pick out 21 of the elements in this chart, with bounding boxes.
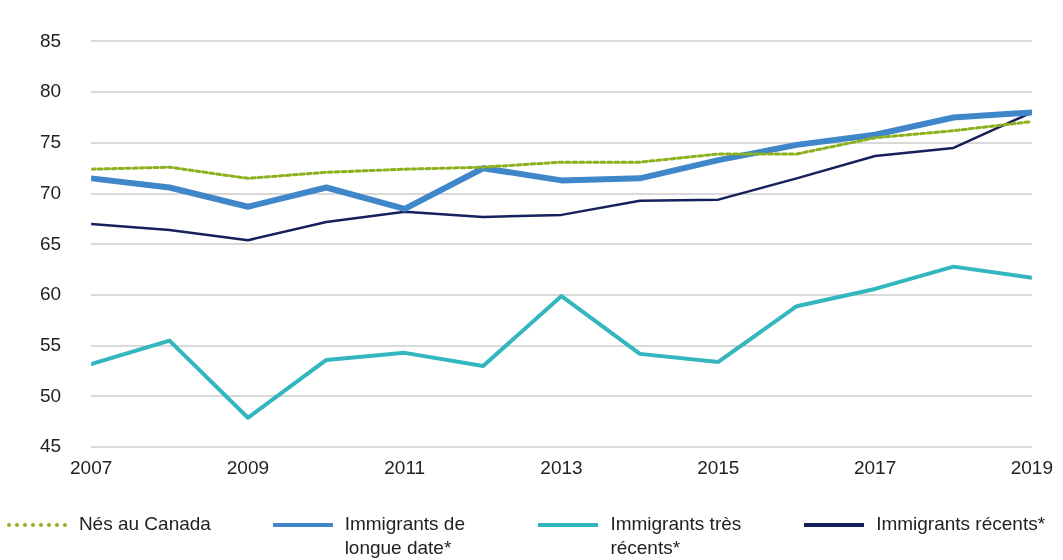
x-tick-label: 2017 bbox=[853, 456, 897, 478]
y-tick-label: 65 bbox=[39, 232, 62, 254]
y-tick-label: 50 bbox=[39, 384, 62, 406]
line-series bbox=[91, 120, 1032, 180]
x-tick-label: 2007 bbox=[69, 456, 113, 478]
y-tick-label: 55 bbox=[39, 333, 62, 355]
y-tick-label: 70 bbox=[39, 181, 62, 203]
y-tick-label: 85 bbox=[39, 29, 62, 51]
x-tick-label: 2011 bbox=[384, 456, 426, 478]
legend-label: Immigrants très récents* bbox=[610, 512, 743, 560]
x-tick-label: 2009 bbox=[226, 456, 270, 478]
y-tick-label: 75 bbox=[39, 131, 62, 153]
x-tick-label: 2019 bbox=[1010, 456, 1054, 478]
legend-label: Immigrants de longue date* bbox=[344, 512, 466, 560]
y-tick-label: 60 bbox=[39, 283, 62, 305]
y-tick-label: 45 bbox=[39, 435, 62, 457]
legend-label: Immigrants récents* bbox=[876, 512, 1047, 536]
y-tick-label: 80 bbox=[39, 80, 62, 102]
x-tick-label: 2013 bbox=[540, 456, 583, 478]
legend-label: Nés au Canada bbox=[78, 512, 212, 536]
x-tick-label: 2015 bbox=[697, 456, 740, 478]
